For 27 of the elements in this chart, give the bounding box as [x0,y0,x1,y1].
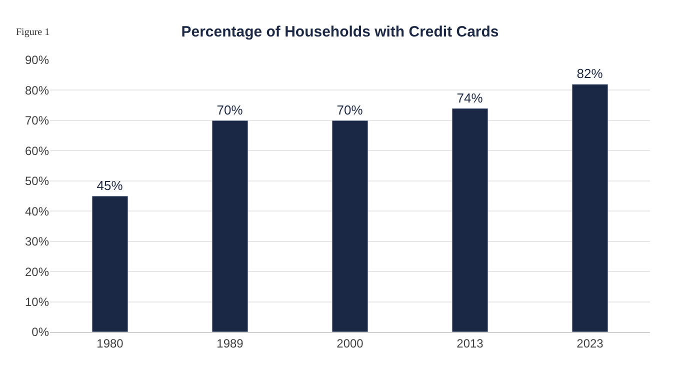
y-tick-label: 40% [24,204,50,218]
data-label: 45% [96,178,124,193]
x-tick-label: 2000 [336,336,364,350]
data-label: 74% [456,90,484,106]
y-tick-label: 80% [24,83,50,98]
y-tick-label: 30% [24,234,50,249]
bar [212,120,248,332]
bar [332,120,368,332]
y-tick-label: 90% [24,53,50,68]
chart-title: Percentage of Households with Credit Cards [181,24,499,41]
y-tick-label: 10% [24,294,50,309]
x-tick-label: 2023 [576,336,604,350]
y-tick-label: 0% [32,325,50,340]
x-tick-label: 2013 [456,336,484,350]
x-tick-label: 1989 [216,336,244,350]
data-label: 70% [336,102,364,118]
data-label: 70% [216,102,244,118]
bar [92,196,128,332]
y-tick-label: 60% [24,144,50,158]
data-label: 82% [576,66,604,82]
x-tick-label: 1980 [96,336,124,350]
y-tick-label: 50% [24,174,50,188]
y-tick-label: 70% [24,114,50,128]
bar [452,108,488,332]
caption: Figure 1 [16,27,50,38]
bar [572,84,608,332]
y-tick-label: 20% [24,264,50,279]
